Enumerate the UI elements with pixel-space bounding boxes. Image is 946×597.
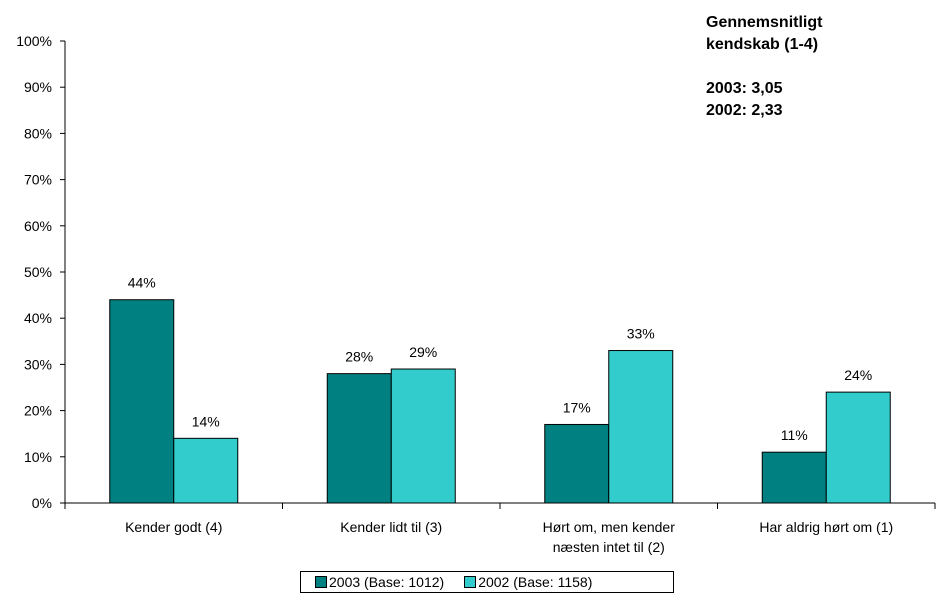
y-tick-label: 50% [24,264,52,280]
bar-2003 [109,299,175,504]
legend-label-2003: 2003 (Base: 1012) [329,574,445,590]
y-tick-label: 90% [24,79,52,95]
y-tick-label: 30% [24,356,52,372]
data-label: 33% [627,326,655,342]
legend-item-2003: 2003 (Base: 1012) [315,574,444,590]
legend-item-2002: 2002 (Base: 1158) [464,574,592,590]
bar-2002 [390,368,456,504]
annotation-line-2: kendskab (1-4) [706,36,819,53]
annotation-line-4: 2002: 2,33 [706,102,783,119]
bar-2003 [326,373,392,504]
bar-2002 [608,350,674,504]
data-label: 28% [345,349,373,365]
chart-legend: 2003 (Base: 1012) 2002 (Base: 1158) [300,571,674,593]
legend-swatch-2002 [464,576,477,588]
x-category-label: næsten intet til (2) [553,539,665,555]
data-label: 14% [192,413,220,429]
y-tick-label: 0% [32,495,52,511]
x-category-label: Kender godt (4) [125,519,222,535]
y-tick-label: 20% [24,403,52,419]
y-tick-label: 40% [24,310,52,326]
data-label: 44% [128,275,156,291]
data-label: 17% [563,399,591,415]
annotation-line-3: 2003: 3,05 [706,80,783,97]
x-category-label: Har aldrig hørt om (1) [759,519,893,535]
bar-2003 [761,451,827,504]
bar-2003 [544,423,610,504]
legend-swatch-2003 [315,576,327,588]
y-tick-label: 60% [24,218,52,234]
data-label: 24% [844,367,872,383]
legend-label-2002: 2002 (Base: 1158) [478,574,593,590]
y-tick-label: 80% [24,125,52,141]
bar-2002 [825,391,891,504]
bar-2002 [173,437,239,504]
data-label: 29% [409,344,437,360]
x-category-label: Hørt om, men kender [543,519,676,535]
annotation-line-1: Gennemsnitligt [706,14,823,31]
average-knowledge-annotation: Gennemsnitligt kendskab (1-4) 2003: 3,05… [706,12,822,122]
y-tick-label: 70% [24,172,52,188]
x-category-label: Kender lidt til (3) [340,519,442,535]
y-tick-label: 100% [16,33,52,49]
y-tick-label: 10% [24,449,52,465]
data-label: 11% [781,427,808,443]
